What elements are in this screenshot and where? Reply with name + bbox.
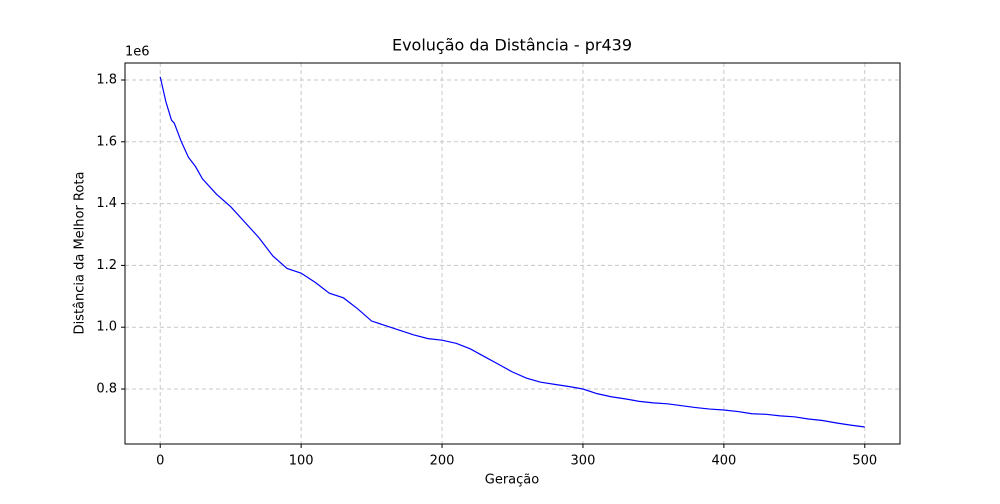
- x-tick-label: 100: [289, 454, 314, 469]
- y-offset-label: 1e6: [125, 45, 150, 60]
- y-tick-label: 1.2: [96, 258, 117, 273]
- plot-frame: [124, 62, 901, 445]
- x-axis-label: Geração: [485, 473, 539, 488]
- y-tick-label: 1.6: [96, 134, 117, 149]
- x-tick-label: 0: [156, 454, 164, 469]
- y-tick-label: 0.8: [96, 381, 117, 396]
- y-tick-label: 1.4: [96, 196, 117, 211]
- x-tick-label: 400: [711, 454, 736, 469]
- chart-title: Evolução da Distância - pr439: [392, 36, 632, 55]
- data-line: [159, 76, 865, 428]
- x-tick-label: 200: [430, 454, 455, 469]
- x-tick-label: 300: [571, 454, 596, 469]
- y-tick-label: 1.8: [96, 72, 117, 87]
- y-tick-label: 1.0: [96, 320, 117, 335]
- x-tick-label: 500: [852, 454, 877, 469]
- y-axis-label: Distância da Melhor Rota: [73, 172, 88, 335]
